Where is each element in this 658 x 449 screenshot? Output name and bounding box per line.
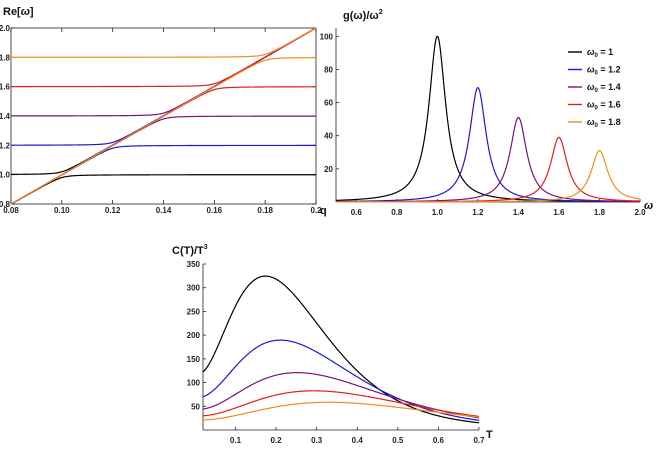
specific-heat-ytick-label: 300 [187, 284, 201, 293]
specific-heat-chart: C(T)/T3 T 0.1 0.2 0.3 0.4 0.5 0.6 0.7 50 100 150 2… [172, 244, 493, 445]
specific-heat-xtick-label: 0.1 [230, 436, 242, 445]
spectral-xtick-label: 1.8 [594, 208, 606, 217]
dispersion-ytick-label: 1.4 [0, 112, 11, 121]
dispersion-branch-upper [11, 27, 317, 58]
specific-heat-ytick-label: 50 [191, 402, 200, 411]
spectral-ytick-label: 100 [320, 32, 334, 41]
spectral-ytick-label: 60 [324, 99, 333, 108]
spectral-legend-label: ω0 = 1.8 [587, 117, 621, 129]
spectral-legend-label: ω0 = 1.2 [587, 65, 621, 77]
spectral-xlabel: ω [644, 200, 653, 212]
spectral-ytick-label: 80 [324, 65, 333, 74]
dispersion-chart: Re[ω] q 0.08 0.10 0.12 0.14 0.16 0.18 0.2 0.8 1.… [0, 6, 327, 217]
dispersion-branch-upper [11, 27, 317, 117]
dispersion-xtick-label: 0.08 [3, 206, 19, 215]
specific-heat-xtick-label: 0.3 [311, 436, 323, 445]
specific-heat-ytick-label: 150 [187, 355, 201, 364]
dispersion-xtick-label: 0.2 [310, 206, 322, 215]
spectral-ytick-label: 20 [324, 165, 333, 174]
spectral-legend-label: ω0 = 1 [587, 47, 613, 59]
spectral-xtick-label: 0.6 [351, 208, 363, 217]
spectral-ytick-label: 40 [324, 132, 333, 141]
specific-heat-series-line [202, 390, 480, 418]
specific-heat-xtick-label: 0.6 [433, 436, 445, 445]
specific-heat-ylabel: C(T)/T3 [172, 244, 208, 257]
dispersion-ytick-label: 0.8 [0, 200, 11, 209]
dispersion-xtick-label: 0.16 [207, 206, 223, 215]
specific-heat-series-line [202, 275, 480, 424]
dispersion-ytick-label: 1.2 [0, 141, 11, 150]
dispersion-branch-lower [10, 115, 316, 205]
dispersion-branch-lower [10, 174, 316, 205]
specific-heat-xtick-label: 0.2 [270, 436, 282, 445]
specific-heat-ytick-label: 250 [187, 307, 201, 316]
dispersion-ytick-label: 1.0 [0, 171, 11, 180]
specific-heat-series-line [202, 372, 480, 419]
dispersion-branch-upper [10, 27, 317, 175]
spectral-xtick-label: 1.2 [472, 208, 484, 217]
specific-heat-ytick-label: 350 [187, 260, 201, 269]
spectral-series-line [336, 150, 641, 203]
dispersion-branch-upper [11, 27, 317, 88]
spectral-xtick-label: 2.0 [634, 208, 646, 217]
specific-heat-ytick-label: 100 [187, 379, 201, 388]
dispersion-xtick-label: 0.18 [257, 206, 273, 215]
spectral-xtick-label: 0.8 [391, 208, 403, 217]
specific-heat-xtick-label: 0.5 [392, 436, 404, 445]
specific-heat-series-line [202, 339, 480, 421]
dispersion-xtick-label: 0.10 [54, 206, 70, 215]
dispersion-xlabel: q [320, 205, 327, 217]
spectral-legend-label: ω0 = 1.6 [587, 100, 621, 112]
spectral-chart: g(ω)/ω2 ω 0.6 0.8 1.0 1.2 1.4 1.6 1.8 2.0 20 40 60… [320, 9, 654, 217]
spectral-series-line [336, 87, 641, 203]
specific-heat-xtick-label: 0.7 [473, 436, 485, 445]
dispersion-xtick-label: 0.12 [105, 206, 121, 215]
spectral-legend-label: ω0 = 1.4 [587, 82, 621, 94]
specific-heat-series-line [202, 401, 480, 421]
dispersion-ylabel: Re[ω] [3, 6, 34, 18]
spectral-xtick-label: 1.0 [432, 208, 444, 217]
spectral-ylabel: g(ω)/ω2 [343, 9, 383, 22]
dispersion-branch-lower [10, 57, 317, 205]
specific-heat-xtick-label: 0.4 [352, 436, 364, 445]
dispersion-ytick-label: 2.0 [0, 24, 11, 33]
spectral-xtick-label: 1.6 [553, 208, 565, 217]
specific-heat-ytick-label: 200 [187, 331, 201, 340]
dispersion-ytick-label: 1.8 [0, 53, 11, 62]
specific-heat-xlabel: T [486, 429, 493, 441]
dispersion-ytick-label: 1.6 [0, 83, 11, 92]
spectral-xtick-label: 1.4 [513, 208, 525, 217]
dispersion-xtick-label: 0.14 [156, 206, 172, 215]
